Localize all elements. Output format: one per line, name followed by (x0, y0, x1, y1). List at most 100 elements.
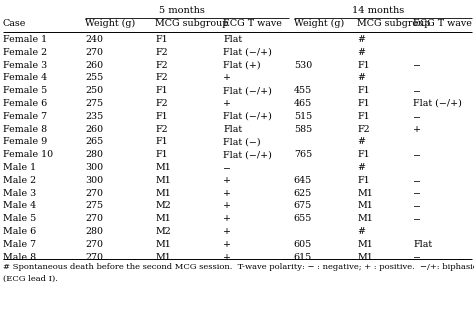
Text: +: + (223, 73, 231, 83)
Text: M2: M2 (155, 227, 171, 236)
Text: (ECG lead I).: (ECG lead I). (3, 274, 58, 283)
Text: −: − (413, 201, 421, 210)
Text: 270: 270 (85, 240, 103, 249)
Text: #: # (357, 137, 365, 146)
Text: Male 6: Male 6 (3, 227, 36, 236)
Text: 270: 270 (85, 189, 103, 198)
Text: F2: F2 (155, 99, 168, 108)
Text: M1: M1 (357, 214, 373, 223)
Text: F1: F1 (155, 86, 168, 95)
Text: Female 3: Female 3 (3, 60, 47, 70)
Text: Female 8: Female 8 (3, 125, 47, 134)
Text: M1: M1 (357, 253, 373, 261)
Text: 625: 625 (294, 189, 312, 198)
Text: F1: F1 (357, 176, 370, 185)
Text: +: + (223, 99, 231, 108)
Text: 280: 280 (85, 227, 103, 236)
Text: F2: F2 (155, 73, 168, 83)
Text: 5 months: 5 months (159, 6, 205, 15)
Text: F2: F2 (155, 125, 168, 134)
Text: F1: F1 (357, 99, 370, 108)
Text: MCG subgroup: MCG subgroup (357, 19, 430, 27)
Text: 270: 270 (85, 214, 103, 223)
Text: 675: 675 (294, 201, 312, 210)
Text: 465: 465 (294, 99, 312, 108)
Text: 235: 235 (85, 112, 103, 121)
Text: 14 months: 14 months (352, 6, 404, 15)
Text: Flat (−/+): Flat (−/+) (223, 86, 272, 95)
Text: F2: F2 (357, 125, 370, 134)
Text: F1: F1 (357, 112, 370, 121)
Text: #: # (357, 73, 365, 83)
Text: 270: 270 (85, 253, 103, 261)
Text: 270: 270 (85, 48, 103, 57)
Text: F1: F1 (155, 112, 168, 121)
Text: M1: M1 (155, 240, 171, 249)
Text: Male 2: Male 2 (3, 176, 36, 185)
Text: Flat: Flat (223, 35, 243, 44)
Text: F1: F1 (357, 86, 370, 95)
Text: −: − (413, 112, 421, 121)
Text: #: # (357, 48, 365, 57)
Text: 260: 260 (85, 125, 103, 134)
Text: # Spontaneous death before the second MCG session.  T-wave polarity: − : negativ: # Spontaneous death before the second MC… (3, 263, 474, 271)
Text: #: # (357, 35, 365, 44)
Text: M1: M1 (155, 189, 171, 198)
Text: Male 8: Male 8 (3, 253, 36, 261)
Text: +: + (223, 240, 231, 249)
Text: MCG subgroup: MCG subgroup (155, 19, 229, 27)
Text: Flat: Flat (223, 125, 243, 134)
Text: Male 1: Male 1 (3, 163, 36, 172)
Text: F2: F2 (155, 60, 168, 70)
Text: Flat (−/+): Flat (−/+) (413, 99, 462, 108)
Text: M1: M1 (155, 176, 171, 185)
Text: −: − (413, 60, 421, 70)
Text: Case: Case (3, 19, 27, 27)
Text: +: + (223, 189, 231, 198)
Text: M1: M1 (357, 201, 373, 210)
Text: Flat: Flat (413, 240, 432, 249)
Text: 515: 515 (294, 112, 312, 121)
Text: F1: F1 (357, 150, 370, 159)
Text: 250: 250 (85, 86, 103, 95)
Text: Female 5: Female 5 (3, 86, 47, 95)
Text: 765: 765 (294, 150, 312, 159)
Text: 260: 260 (85, 60, 103, 70)
Text: 255: 255 (85, 73, 103, 83)
Text: 300: 300 (85, 163, 103, 172)
Text: 530: 530 (294, 60, 312, 70)
Text: Female 1: Female 1 (3, 35, 47, 44)
Text: +: + (223, 253, 231, 261)
Text: Flat (−/+): Flat (−/+) (223, 112, 272, 121)
Text: Female 4: Female 4 (3, 73, 47, 83)
Text: ECG T wave: ECG T wave (223, 19, 283, 27)
Text: 240: 240 (85, 35, 103, 44)
Text: Flat (−): Flat (−) (223, 137, 261, 146)
Text: 265: 265 (85, 137, 103, 146)
Text: +: + (223, 227, 231, 236)
Text: Female 7: Female 7 (3, 112, 47, 121)
Text: +: + (223, 176, 231, 185)
Text: M1: M1 (155, 163, 171, 172)
Text: 275: 275 (85, 99, 103, 108)
Text: 615: 615 (294, 253, 312, 261)
Text: Weight (g): Weight (g) (85, 19, 135, 28)
Text: M1: M1 (155, 214, 171, 223)
Text: Weight (g): Weight (g) (294, 19, 344, 28)
Text: −: − (413, 253, 421, 261)
Text: +: + (223, 214, 231, 223)
Text: −: − (413, 150, 421, 159)
Text: +: + (413, 125, 421, 134)
Text: F1: F1 (155, 150, 168, 159)
Text: 605: 605 (294, 240, 312, 249)
Text: −: − (413, 86, 421, 95)
Text: Female 6: Female 6 (3, 99, 47, 108)
Text: M1: M1 (357, 189, 373, 198)
Text: #: # (357, 227, 365, 236)
Text: −: − (413, 176, 421, 185)
Text: Male 5: Male 5 (3, 214, 36, 223)
Text: #: # (357, 163, 365, 172)
Text: −: − (223, 163, 231, 172)
Text: F1: F1 (155, 35, 168, 44)
Text: Male 4: Male 4 (3, 201, 36, 210)
